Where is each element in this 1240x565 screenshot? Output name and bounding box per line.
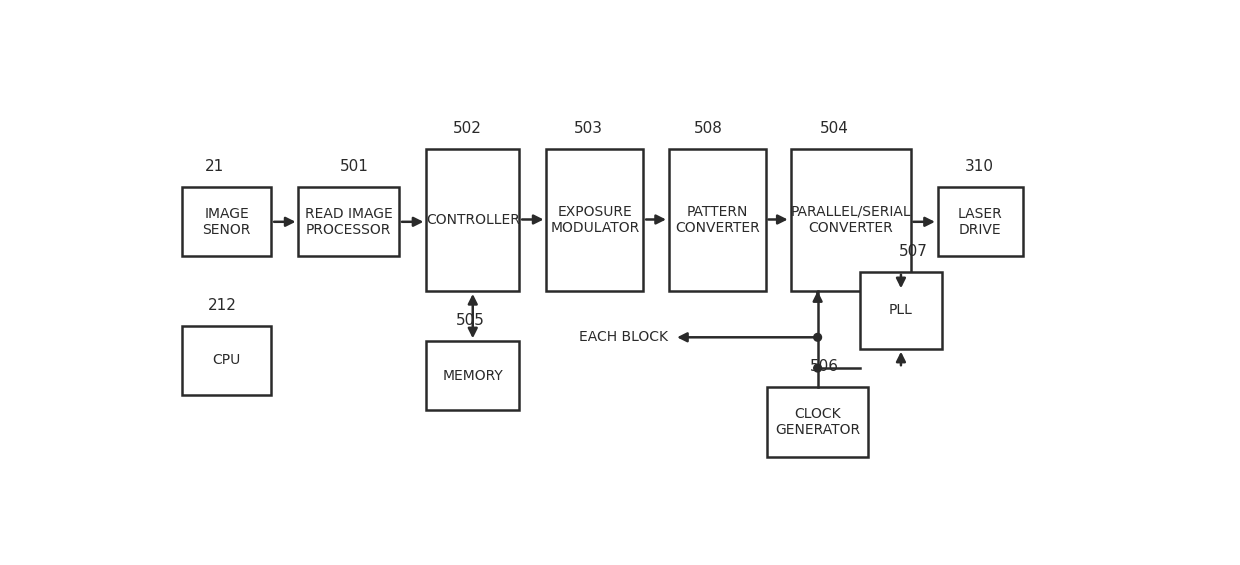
Bar [299, 187, 399, 257]
Text: LASER
DRIVE: LASER DRIVE [959, 207, 1003, 237]
Text: 505: 505 [456, 313, 485, 328]
Text: 21: 21 [206, 159, 224, 174]
Text: MEMORY: MEMORY [443, 369, 503, 383]
Text: PLL: PLL [889, 303, 913, 318]
Text: EXPOSURE
MODULATOR: EXPOSURE MODULATOR [551, 205, 640, 235]
Bar [668, 149, 766, 291]
Text: 508: 508 [693, 120, 723, 136]
Text: CPU: CPU [212, 353, 241, 367]
Bar [791, 149, 910, 291]
Bar [427, 149, 520, 291]
Bar [182, 326, 272, 395]
Text: 501: 501 [340, 159, 368, 174]
Text: 506: 506 [810, 359, 839, 374]
Text: 507: 507 [899, 244, 928, 259]
Bar [427, 341, 520, 410]
Text: 502: 502 [454, 120, 482, 136]
Text: 503: 503 [573, 120, 603, 136]
Circle shape [813, 333, 821, 341]
Text: READ IMAGE
PROCESSOR: READ IMAGE PROCESSOR [305, 207, 393, 237]
Text: EACH BLOCK: EACH BLOCK [579, 331, 668, 344]
Text: CLOCK
GENERATOR: CLOCK GENERATOR [775, 407, 861, 437]
Bar [547, 149, 644, 291]
Text: IMAGE
SENOR: IMAGE SENOR [202, 207, 250, 237]
Bar [937, 187, 1023, 257]
Text: 310: 310 [965, 159, 994, 174]
Text: 212: 212 [207, 298, 237, 312]
Text: PATTERN
CONVERTER: PATTERN CONVERTER [675, 205, 760, 235]
Circle shape [813, 364, 821, 372]
Bar [182, 187, 272, 257]
Bar [768, 388, 868, 457]
Bar [861, 272, 941, 349]
Text: 504: 504 [820, 120, 849, 136]
Text: CONTROLLER: CONTROLLER [425, 213, 520, 227]
Text: PARALLEL/SERIAL
CONVERTER: PARALLEL/SERIAL CONVERTER [790, 205, 911, 235]
